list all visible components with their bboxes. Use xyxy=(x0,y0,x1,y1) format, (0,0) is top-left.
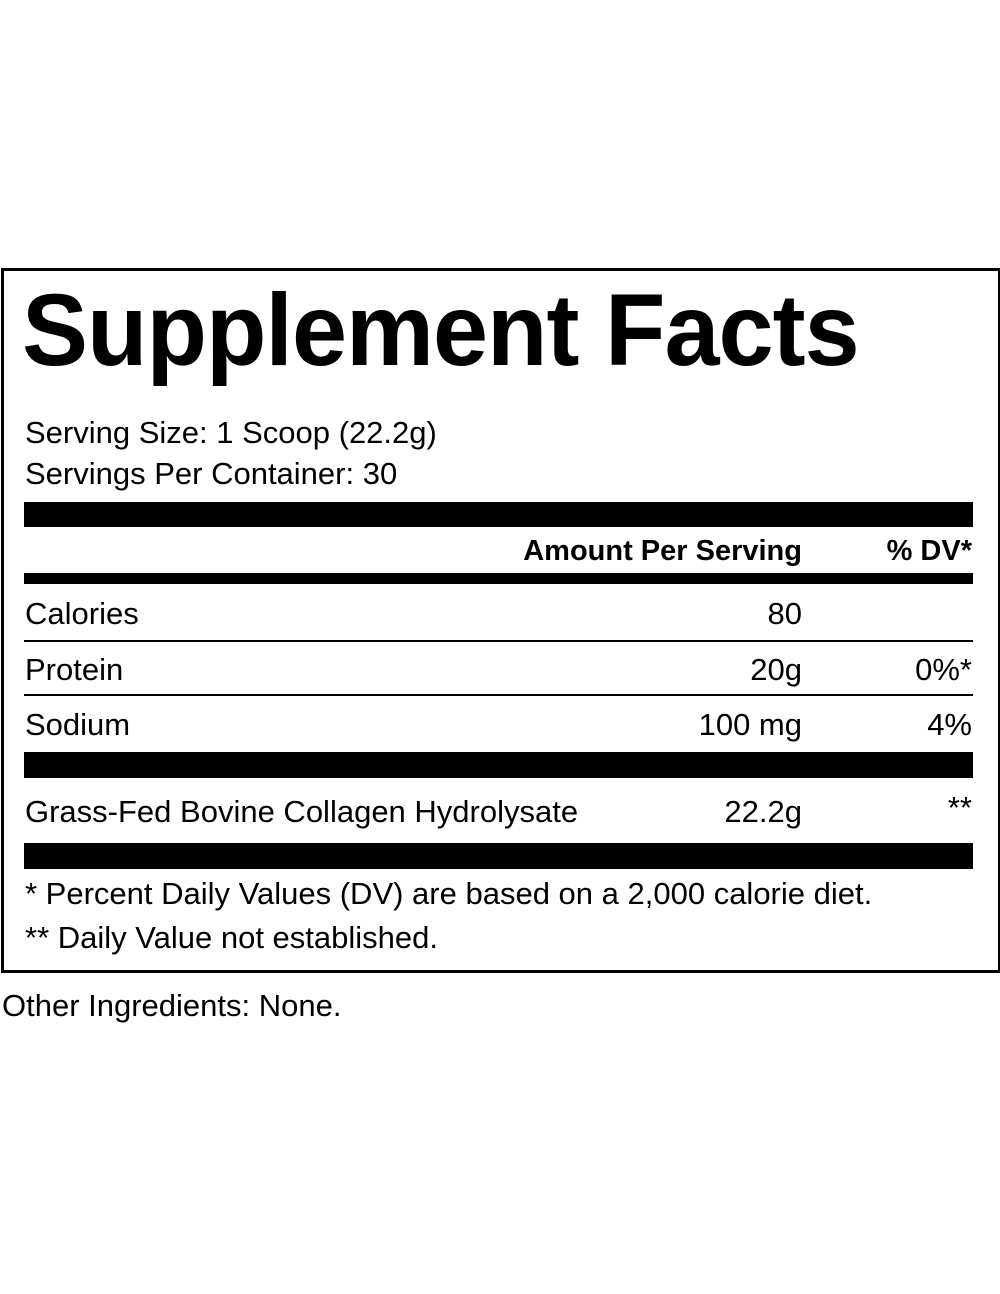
thick-divider xyxy=(24,843,973,869)
row-name: Calories xyxy=(25,596,139,631)
supplement-facts-panel xyxy=(1,268,1000,973)
row-name: Grass-Fed Bovine Collagen Hydrolysate xyxy=(25,794,579,829)
row-amount: 80 xyxy=(767,596,802,631)
row-name: Protein xyxy=(25,652,124,687)
other-ingredients: Other Ingredients: None. xyxy=(2,988,342,1023)
panel-title: Supplement Facts xyxy=(22,273,860,387)
serving-size: Serving Size: 1 Scoop (22.2g) xyxy=(25,415,437,450)
row-dv: ** xyxy=(947,790,972,825)
row-amount: 20g xyxy=(750,652,802,687)
row-amount: 100 mg xyxy=(698,707,802,742)
servings-per-container: Servings Per Container: 30 xyxy=(25,456,398,491)
thick-divider xyxy=(24,502,973,527)
row-name: Sodium xyxy=(25,707,131,742)
row-divider xyxy=(24,640,973,642)
row-dv: 0%* xyxy=(915,652,972,687)
row-amount: 22.2g xyxy=(724,794,802,829)
thick-divider xyxy=(24,752,973,778)
row-divider xyxy=(24,694,973,696)
footnote: * Percent Daily Values (DV) are based on… xyxy=(25,876,873,911)
footnote: ** Daily Value not established. xyxy=(25,920,439,955)
medium-divider xyxy=(24,573,973,584)
amount-header: Amount Per Serving xyxy=(523,535,802,567)
dv-header: % DV* xyxy=(886,535,972,567)
row-dv: 4% xyxy=(927,707,972,742)
